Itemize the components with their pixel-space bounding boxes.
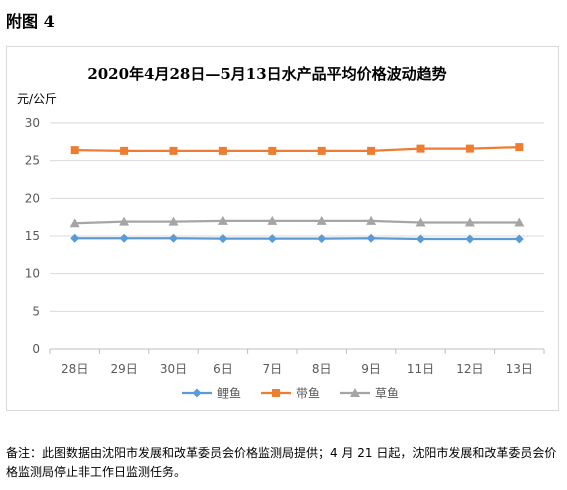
x-tick-label: 11日	[407, 362, 434, 376]
data-point	[367, 146, 376, 155]
y-tick-label: 30	[25, 116, 40, 130]
legend-marker	[192, 388, 202, 398]
x-tick-label: 8日	[312, 362, 332, 376]
y-tick-label: 15	[25, 229, 40, 243]
data-point	[267, 234, 277, 244]
data-point	[218, 146, 227, 155]
legend-label: 鲤鱼	[217, 387, 241, 401]
data-point	[465, 144, 474, 153]
data-point	[317, 234, 327, 244]
data-point	[70, 233, 80, 243]
y-tick-label: 25	[25, 154, 40, 168]
data-point	[267, 215, 278, 225]
x-tick-label: 13日	[506, 362, 533, 376]
data-point	[416, 234, 425, 244]
legend-label: 带鱼	[296, 387, 320, 401]
data-point	[366, 233, 376, 243]
y-tick-label: 20	[25, 191, 40, 205]
legend-marker	[350, 388, 360, 397]
data-point	[415, 217, 426, 227]
legend-label: 草鱼	[375, 387, 399, 401]
data-point	[218, 234, 228, 244]
data-point	[316, 215, 327, 225]
figure-heading: 附图 4	[6, 12, 55, 31]
line-chart: 元/公斤 0 5 10 15 20 25 30 28日 29日 30日 6日 7日 8日 9日 11日 12日 1…	[17, 92, 545, 401]
x-tick-label: 29日	[110, 362, 137, 376]
data-point	[119, 216, 130, 226]
legend-marker	[272, 389, 280, 397]
chart-container: 2020年4月28日—5月13日水产品平均价格波动趋势 元/公斤 0 5 10 15 20…	[6, 46, 559, 411]
y-tick-label: 0	[32, 342, 40, 356]
x-tick-label: 7日	[262, 362, 282, 376]
x-tick-label: 9日	[361, 362, 381, 376]
data-point	[120, 146, 129, 155]
chart-title: 2020年4月28日—5月13日水产品平均价格波动趋势	[87, 65, 447, 83]
y-tick-label: 5	[32, 304, 40, 318]
x-tick-label: 28日	[61, 362, 88, 376]
data-point	[169, 233, 178, 243]
data-point	[268, 146, 277, 155]
x-tick-label: 30日	[160, 362, 187, 376]
data-point	[465, 234, 475, 244]
data-point	[366, 215, 377, 225]
y-tick-label: 10	[25, 267, 40, 281]
data-point	[70, 146, 79, 155]
y-axis-label: 元/公斤	[17, 92, 57, 106]
data-point	[119, 233, 129, 243]
series-line-2	[74, 219, 520, 225]
data-point	[317, 146, 326, 155]
data-point	[168, 216, 179, 226]
x-tick-label: 6日	[213, 362, 233, 376]
x-tick-label: 12日	[456, 362, 483, 376]
footnote: 备注：此图数据由沈阳市发展和改革委员会价格监测局提供；4 月 21 日起，沈阳市…	[6, 446, 557, 479]
series-line-0	[74, 237, 520, 241]
data-point	[515, 143, 524, 152]
data-point	[416, 144, 425, 153]
data-point	[514, 234, 524, 244]
data-point	[217, 215, 228, 225]
series-line-1	[74, 145, 520, 152]
data-point	[514, 217, 525, 227]
data-point	[69, 218, 80, 228]
data-point	[464, 217, 475, 227]
data-point	[169, 146, 178, 155]
